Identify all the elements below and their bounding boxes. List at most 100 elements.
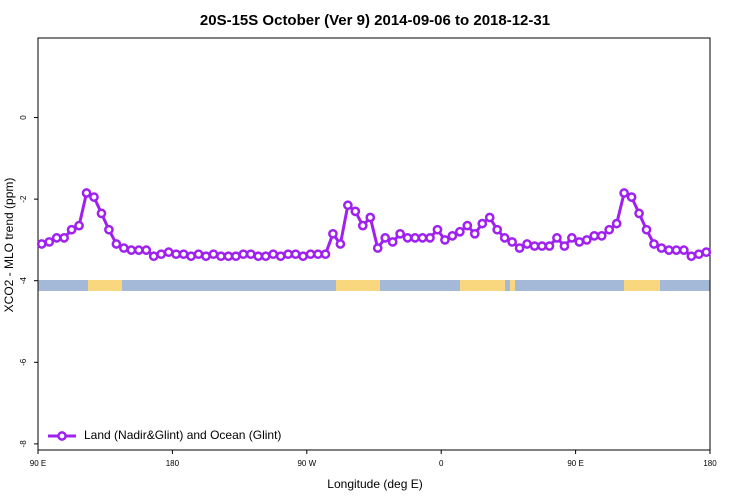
data-point [455,226,465,237]
data-point [649,239,659,249]
x-tick-label: 0 [439,459,444,468]
data-point [604,224,615,235]
data-point [440,235,450,245]
data-point [148,251,159,262]
data-point [462,220,473,231]
data-point [96,208,107,219]
data-point [664,245,674,255]
data-point [686,251,697,262]
data-point [619,188,629,198]
data-point [283,249,293,260]
data-point [387,237,398,247]
data-point [507,237,517,247]
data-point [357,220,368,231]
data-point [417,233,428,243]
y-tick-label: -6 [19,358,28,366]
data-point [216,251,226,262]
data-point [671,245,682,255]
data-point [260,251,271,262]
data-point [559,241,570,251]
data-point [589,230,600,241]
land-band [510,280,515,291]
data-point [201,251,211,262]
data-point [514,243,525,253]
y-tick-label: -2 [19,195,28,203]
data-point [223,251,234,262]
data-point [656,243,667,253]
chart-title: 20S-15S October (Ver 9) 2014-09-06 to 20… [200,12,550,29]
data-point [141,245,152,255]
data-point [402,233,413,243]
data-point [305,249,316,260]
data-point [574,237,585,247]
plot-frame [37,37,711,451]
data-point [447,230,458,241]
data-point [238,249,249,260]
surface-band [38,280,710,291]
data-point [36,239,47,249]
data-point [484,212,495,223]
data-point [522,239,532,249]
data-point [499,233,510,243]
x-tick-label: 90 E [567,459,583,468]
data-point [268,249,279,260]
data-point [693,249,704,260]
legend-label: Land (Nadir&Glint) and Ocean (Glint) [84,428,281,442]
data-point [89,192,99,202]
data-point [679,245,689,255]
y-axis-label: XCO2 - MLO trend (ppm) [2,178,16,313]
data-point [156,249,167,260]
land-band [624,280,660,291]
data-point [380,233,391,243]
data-point [596,230,607,241]
data-point [425,233,435,243]
data-point [581,235,592,245]
data-point [275,251,286,262]
data-point [208,249,219,260]
data-point [119,243,129,253]
data-point [410,233,420,243]
data-point [81,188,92,198]
data-point [552,233,562,243]
data-point [133,245,144,255]
data-point [111,239,122,249]
data-point [626,192,637,202]
data-point [335,239,346,249]
data-point [178,249,189,260]
data-point [432,224,443,235]
data-point [320,249,331,260]
data-point [567,233,577,243]
data-point [469,228,480,239]
data-point [163,247,174,258]
data-point [253,251,264,262]
data-point [66,224,77,235]
data-point [701,247,712,258]
data-point [328,228,338,239]
data-point [186,251,196,262]
x-tick-label: 90 E [30,459,46,468]
x-tick-label: 180 [703,459,717,468]
y-tick-label: -4 [19,277,28,285]
data-point [395,228,405,239]
data-point [231,251,241,262]
data-point [544,241,555,251]
data-point [372,243,383,253]
data-point [74,220,84,231]
data-point [245,249,256,260]
data-point [59,233,69,243]
data-point [290,249,301,260]
data-point [492,224,503,235]
x-axis-label: Longitude (deg E) [327,477,422,491]
data-point [313,249,323,260]
x-tick-label: 180 [166,459,180,468]
data-point [350,206,361,217]
data-point [343,200,353,211]
data-point [298,251,308,262]
legend-marker [57,431,67,441]
data-point [126,245,137,255]
y-tick-label: 0 [19,115,28,120]
data-point [529,241,540,251]
data-point [51,233,62,243]
x-tick-label: 90 W [297,459,316,468]
